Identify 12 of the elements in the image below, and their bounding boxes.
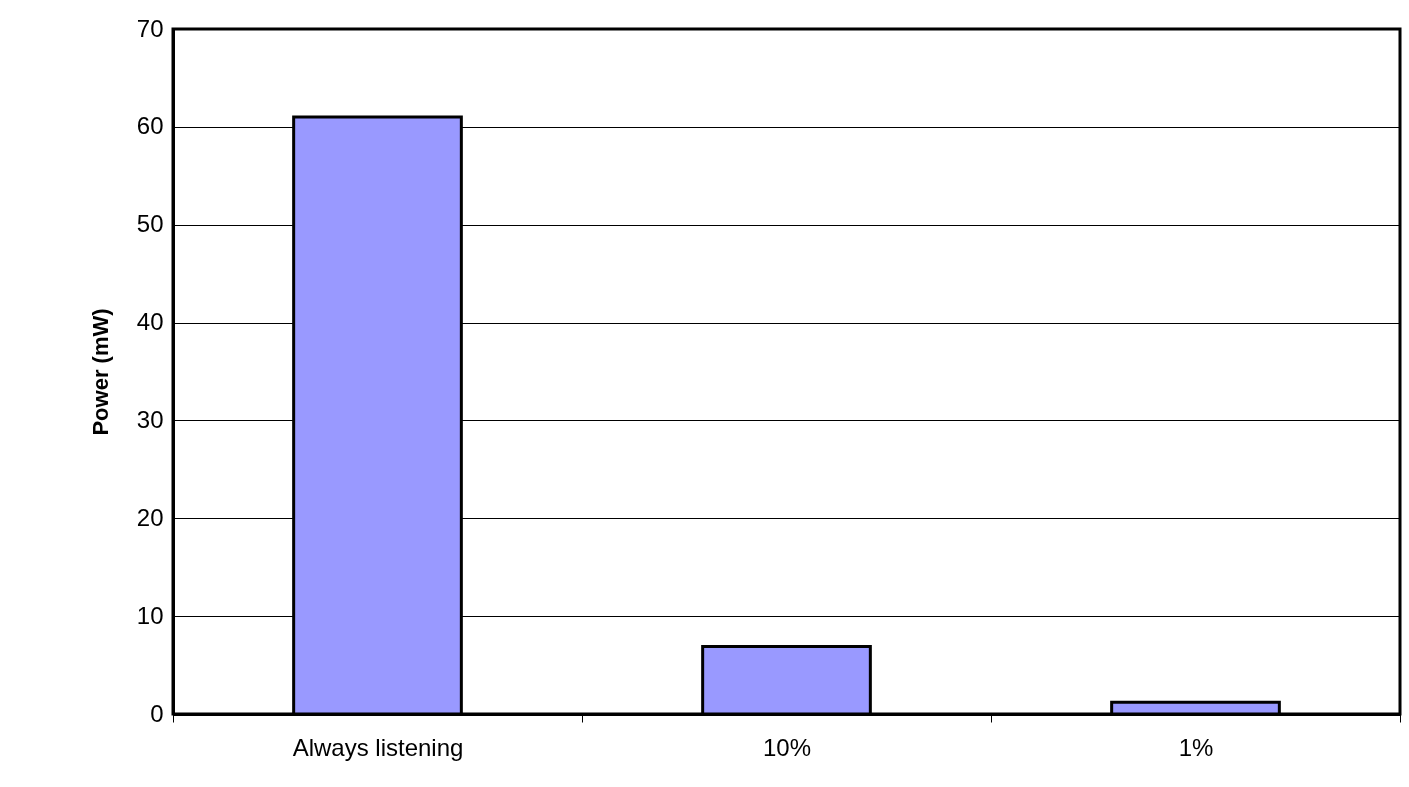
y-tick-label: 40 [136, 308, 164, 336]
y-tick-label: 0 [150, 699, 164, 727]
x-tick-label: 1% [1178, 733, 1214, 761]
x-tick-label: 10% [762, 733, 812, 761]
y-axis-title: Power (mW) [87, 308, 113, 436]
y-tick-label: 70 [136, 14, 164, 42]
x-tick-label: Always listening [292, 733, 464, 761]
y-tick-label: 50 [136, 210, 164, 238]
y-tick-label: 60 [136, 112, 164, 140]
y-tick-label: 10 [136, 601, 164, 629]
y-tick-label: 20 [136, 503, 164, 531]
y-tick-label: 30 [136, 405, 164, 433]
